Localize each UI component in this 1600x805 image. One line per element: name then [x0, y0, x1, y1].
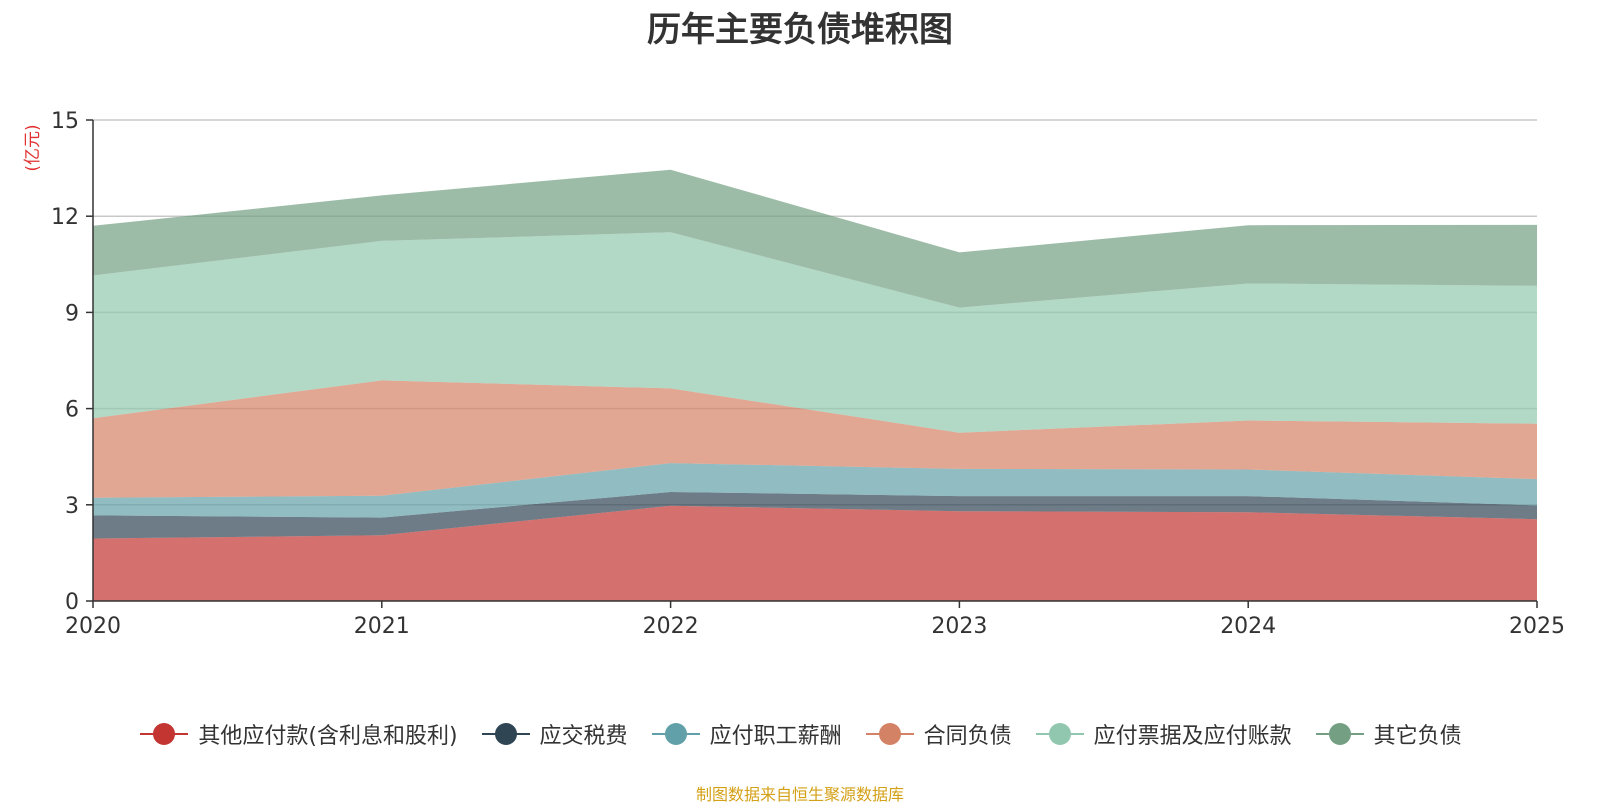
- x-tick-label: 2025: [1509, 614, 1565, 639]
- legend-marker-icon: [865, 723, 914, 745]
- y-tick-label: 6: [65, 398, 79, 423]
- legend-label: 应付票据及应付账款: [1093, 724, 1292, 749]
- source-note: 制图数据来自恒生聚源数据库: [695, 785, 904, 804]
- y-tick-label: 0: [65, 590, 79, 615]
- y-axis-unit-label: (亿元): [23, 124, 43, 171]
- y-tick-label: 15: [51, 109, 79, 134]
- x-tick-label: 2020: [65, 614, 121, 639]
- x-tick-label: 2024: [1220, 614, 1276, 639]
- legend-marker-icon: [481, 723, 530, 745]
- legend-label: 应交税费: [539, 724, 628, 749]
- x-tick-label: 2021: [354, 614, 410, 639]
- area-series-4: [93, 232, 1537, 433]
- legend-label: 其它负债: [1373, 724, 1462, 749]
- legend-item[interactable]: 其他应付款(含利息和股利): [138, 718, 458, 750]
- legend-marker-icon: [1315, 723, 1364, 745]
- legend-item[interactable]: 应付职工薪酬: [650, 718, 842, 750]
- legend-label: 其他应付款(含利息和股利): [198, 724, 458, 749]
- legend-item[interactable]: 应付票据及应付账款: [1034, 718, 1292, 750]
- legend-item[interactable]: 其它负债: [1314, 718, 1462, 750]
- stacked-area-chart: 0 3 6 9 12 15 2020 2021 2022 2023 2024 2025 (亿元): [23, 109, 1565, 639]
- x-tick-label: 2023: [931, 614, 987, 639]
- legend: 其他应付款(含利息和股利) 应交税费 应付职工薪酬 合同负债 应付票据及应付账款 其它负债: [0, 718, 1600, 750]
- area-series-5: [93, 169, 1537, 308]
- y-tick-label: 12: [51, 205, 79, 230]
- axes: 0 3 6 9 12 15 2020 2021 2022 2023 2024 2025: [51, 109, 1565, 639]
- legend-label: 应付职工薪酬: [709, 724, 842, 749]
- area-series-2: [93, 463, 1537, 518]
- legend-item[interactable]: 合同负债: [864, 718, 1012, 750]
- legend-label: 合同负债: [923, 724, 1012, 749]
- area-series-0: [93, 505, 1537, 601]
- area-series: [93, 169, 1537, 601]
- legend-marker-icon: [651, 723, 700, 745]
- y-tick-label: 3: [65, 494, 79, 519]
- x-tick-label: 2022: [643, 614, 699, 639]
- chart-title: 历年主要负债堆积图: [647, 10, 953, 50]
- y-tick-label: 9: [65, 301, 79, 326]
- area-series-1: [93, 492, 1537, 539]
- area-series-3: [93, 380, 1537, 498]
- legend-marker-icon: [1035, 723, 1084, 745]
- legend-marker-icon: [140, 723, 189, 745]
- legend-item[interactable]: 应交税费: [480, 718, 628, 750]
